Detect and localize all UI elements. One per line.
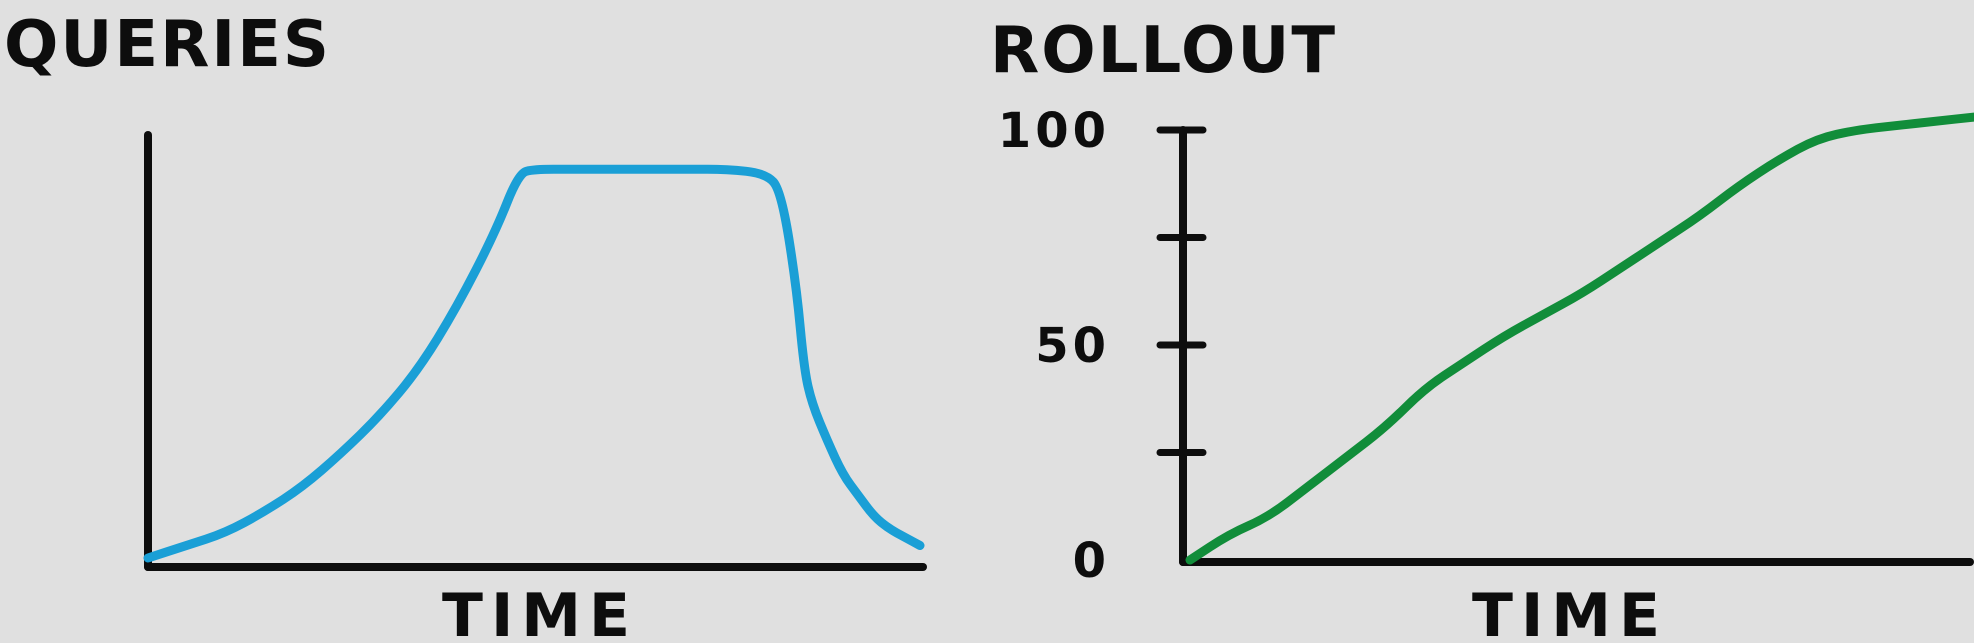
rollout-chart-title: ROLLOUT [990,14,1337,88]
rollout-y-ticks: 0 50 100 [998,103,1207,589]
queries-chart-title: QUERIES [4,8,331,82]
queries-series-line [143,164,925,563]
rollout-y-tick-label: 100 [998,103,1110,159]
rollout-y-tick-label: 50 [1035,318,1110,374]
rollout-series-line [1185,112,1974,565]
rollout-chart: ROLLOUT 0 50 100 TIME [990,14,1974,643]
rollout-y-tick-label: 0 [1073,533,1110,589]
queries-x-axis-label: TIME [442,581,638,643]
rollout-x-axis-label: TIME [1472,581,1668,643]
queries-chart: QUERIES TIME [4,8,927,643]
